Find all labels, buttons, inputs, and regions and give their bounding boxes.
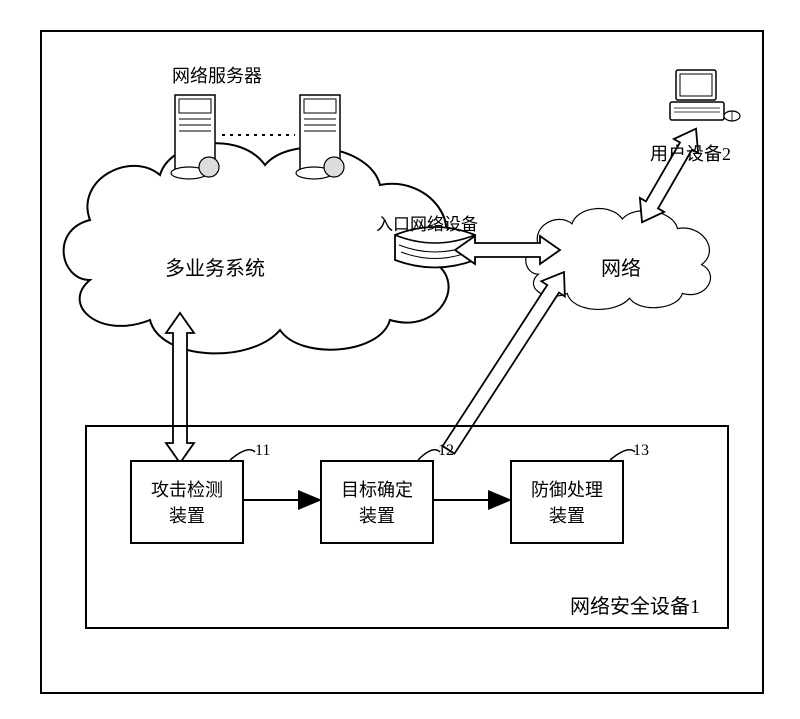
box-target-line2: 装置 <box>341 502 413 528</box>
label-11: 11 <box>255 442 270 460</box>
cloud-multi-service <box>64 143 449 353</box>
pc-icon <box>670 70 740 121</box>
box-target-determine: 目标确定 装置 <box>320 460 434 544</box>
label-multi-service: 多业务系统 <box>165 252 265 281</box>
label-entry-device: 入口网络设备 <box>376 210 478 235</box>
box-defense-line2: 装置 <box>531 502 603 528</box>
box-defense-line1: 防御处理 <box>531 476 603 502</box>
diagram-canvas: 攻击检测 装置 目标确定 装置 防御处理 装置 网络服务器 入口网络设备 多业务… <box>0 0 800 719</box>
arrow-network-pc <box>630 122 708 230</box>
server-icon-1 <box>171 95 219 179</box>
label-user-equipment: 用户设备2 <box>650 140 731 166</box>
label-network: 网络 <box>601 252 641 281</box>
box-attack-line1: 攻击检测 <box>151 476 223 502</box>
box-target-line1: 目标确定 <box>341 476 413 502</box>
label-web-server: 网络服务器 <box>172 62 262 88</box>
box-defense-process: 防御处理 装置 <box>510 460 624 544</box>
box-attack-detection: 攻击检测 装置 <box>130 460 244 544</box>
arrow-router-network <box>455 236 560 264</box>
box-attack-line2: 装置 <box>151 502 223 528</box>
label-security-device: 网络安全设备1 <box>570 590 700 619</box>
server-icon-2 <box>296 95 344 179</box>
label-13: 13 <box>633 442 649 460</box>
label-12: 12 <box>438 442 454 460</box>
